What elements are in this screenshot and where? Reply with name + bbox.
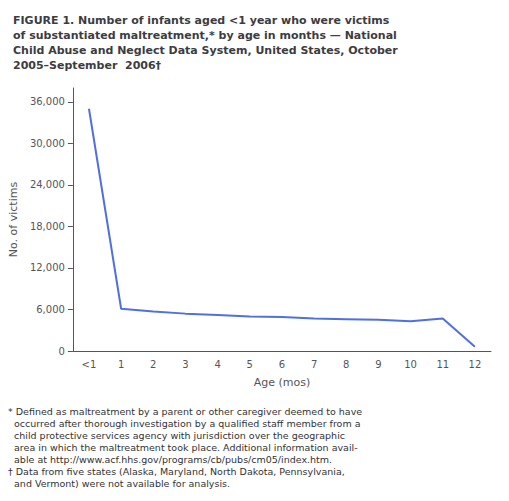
svg-text:12: 12: [469, 359, 482, 370]
svg-text:7: 7: [311, 359, 317, 370]
svg-text:2005–September 2006†: 2005–September 2006†: [13, 59, 162, 72]
svg-text:of substantiated maltreatment,: of substantiated maltreatment,* by age i…: [13, 29, 397, 42]
svg-text:2: 2: [150, 359, 156, 370]
svg-text:24,000: 24,000: [30, 179, 65, 190]
svg-text:30,000: 30,000: [30, 138, 65, 149]
svg-text:0: 0: [59, 346, 65, 357]
svg-text:12,000: 12,000: [30, 262, 65, 273]
svg-text:† Data from five states (Alask: † Data from five states (Alaska, Marylan…: [8, 466, 345, 477]
svg-text:8: 8: [343, 359, 349, 370]
svg-text:6,000: 6,000: [36, 304, 65, 315]
svg-text:<1: <1: [82, 359, 97, 370]
svg-text:5: 5: [247, 359, 253, 370]
svg-text:No. of victims: No. of victims: [7, 182, 20, 258]
svg-text:11: 11: [436, 359, 449, 370]
svg-text:6: 6: [279, 359, 285, 370]
svg-text:FIGURE 1. Number of infants ag: FIGURE 1. Number of infants aged <1 year…: [13, 14, 390, 27]
svg-text:area in which the maltreatment: area in which the maltreatment took plac…: [8, 442, 358, 453]
svg-text:18,000: 18,000: [30, 221, 65, 232]
svg-text:Age (mos): Age (mos): [254, 376, 311, 389]
svg-text:child protective services agen: child protective services agency with ju…: [8, 430, 345, 441]
svg-text:* Defined as maltreatment by a: * Defined as maltreatment by a parent or…: [8, 406, 362, 417]
svg-text:1: 1: [118, 359, 124, 370]
svg-text:10: 10: [404, 359, 417, 370]
svg-text:able at http://www.acf.hhs.gov: able at http://www.acf.hhs.gov/programs/…: [8, 454, 332, 465]
svg-text:occurred after thorough invest: occurred after thorough investigation by…: [8, 418, 361, 429]
svg-text:Child Abuse and Neglect Data S: Child Abuse and Neglect Data System, Uni…: [13, 44, 398, 57]
svg-text:and Vermont) were not availabl: and Vermont) were not available for anal…: [8, 478, 230, 489]
svg-text:9: 9: [375, 359, 381, 370]
svg-text:3: 3: [182, 359, 188, 370]
svg-text:4: 4: [214, 359, 220, 370]
svg-text:36,000: 36,000: [30, 96, 65, 107]
